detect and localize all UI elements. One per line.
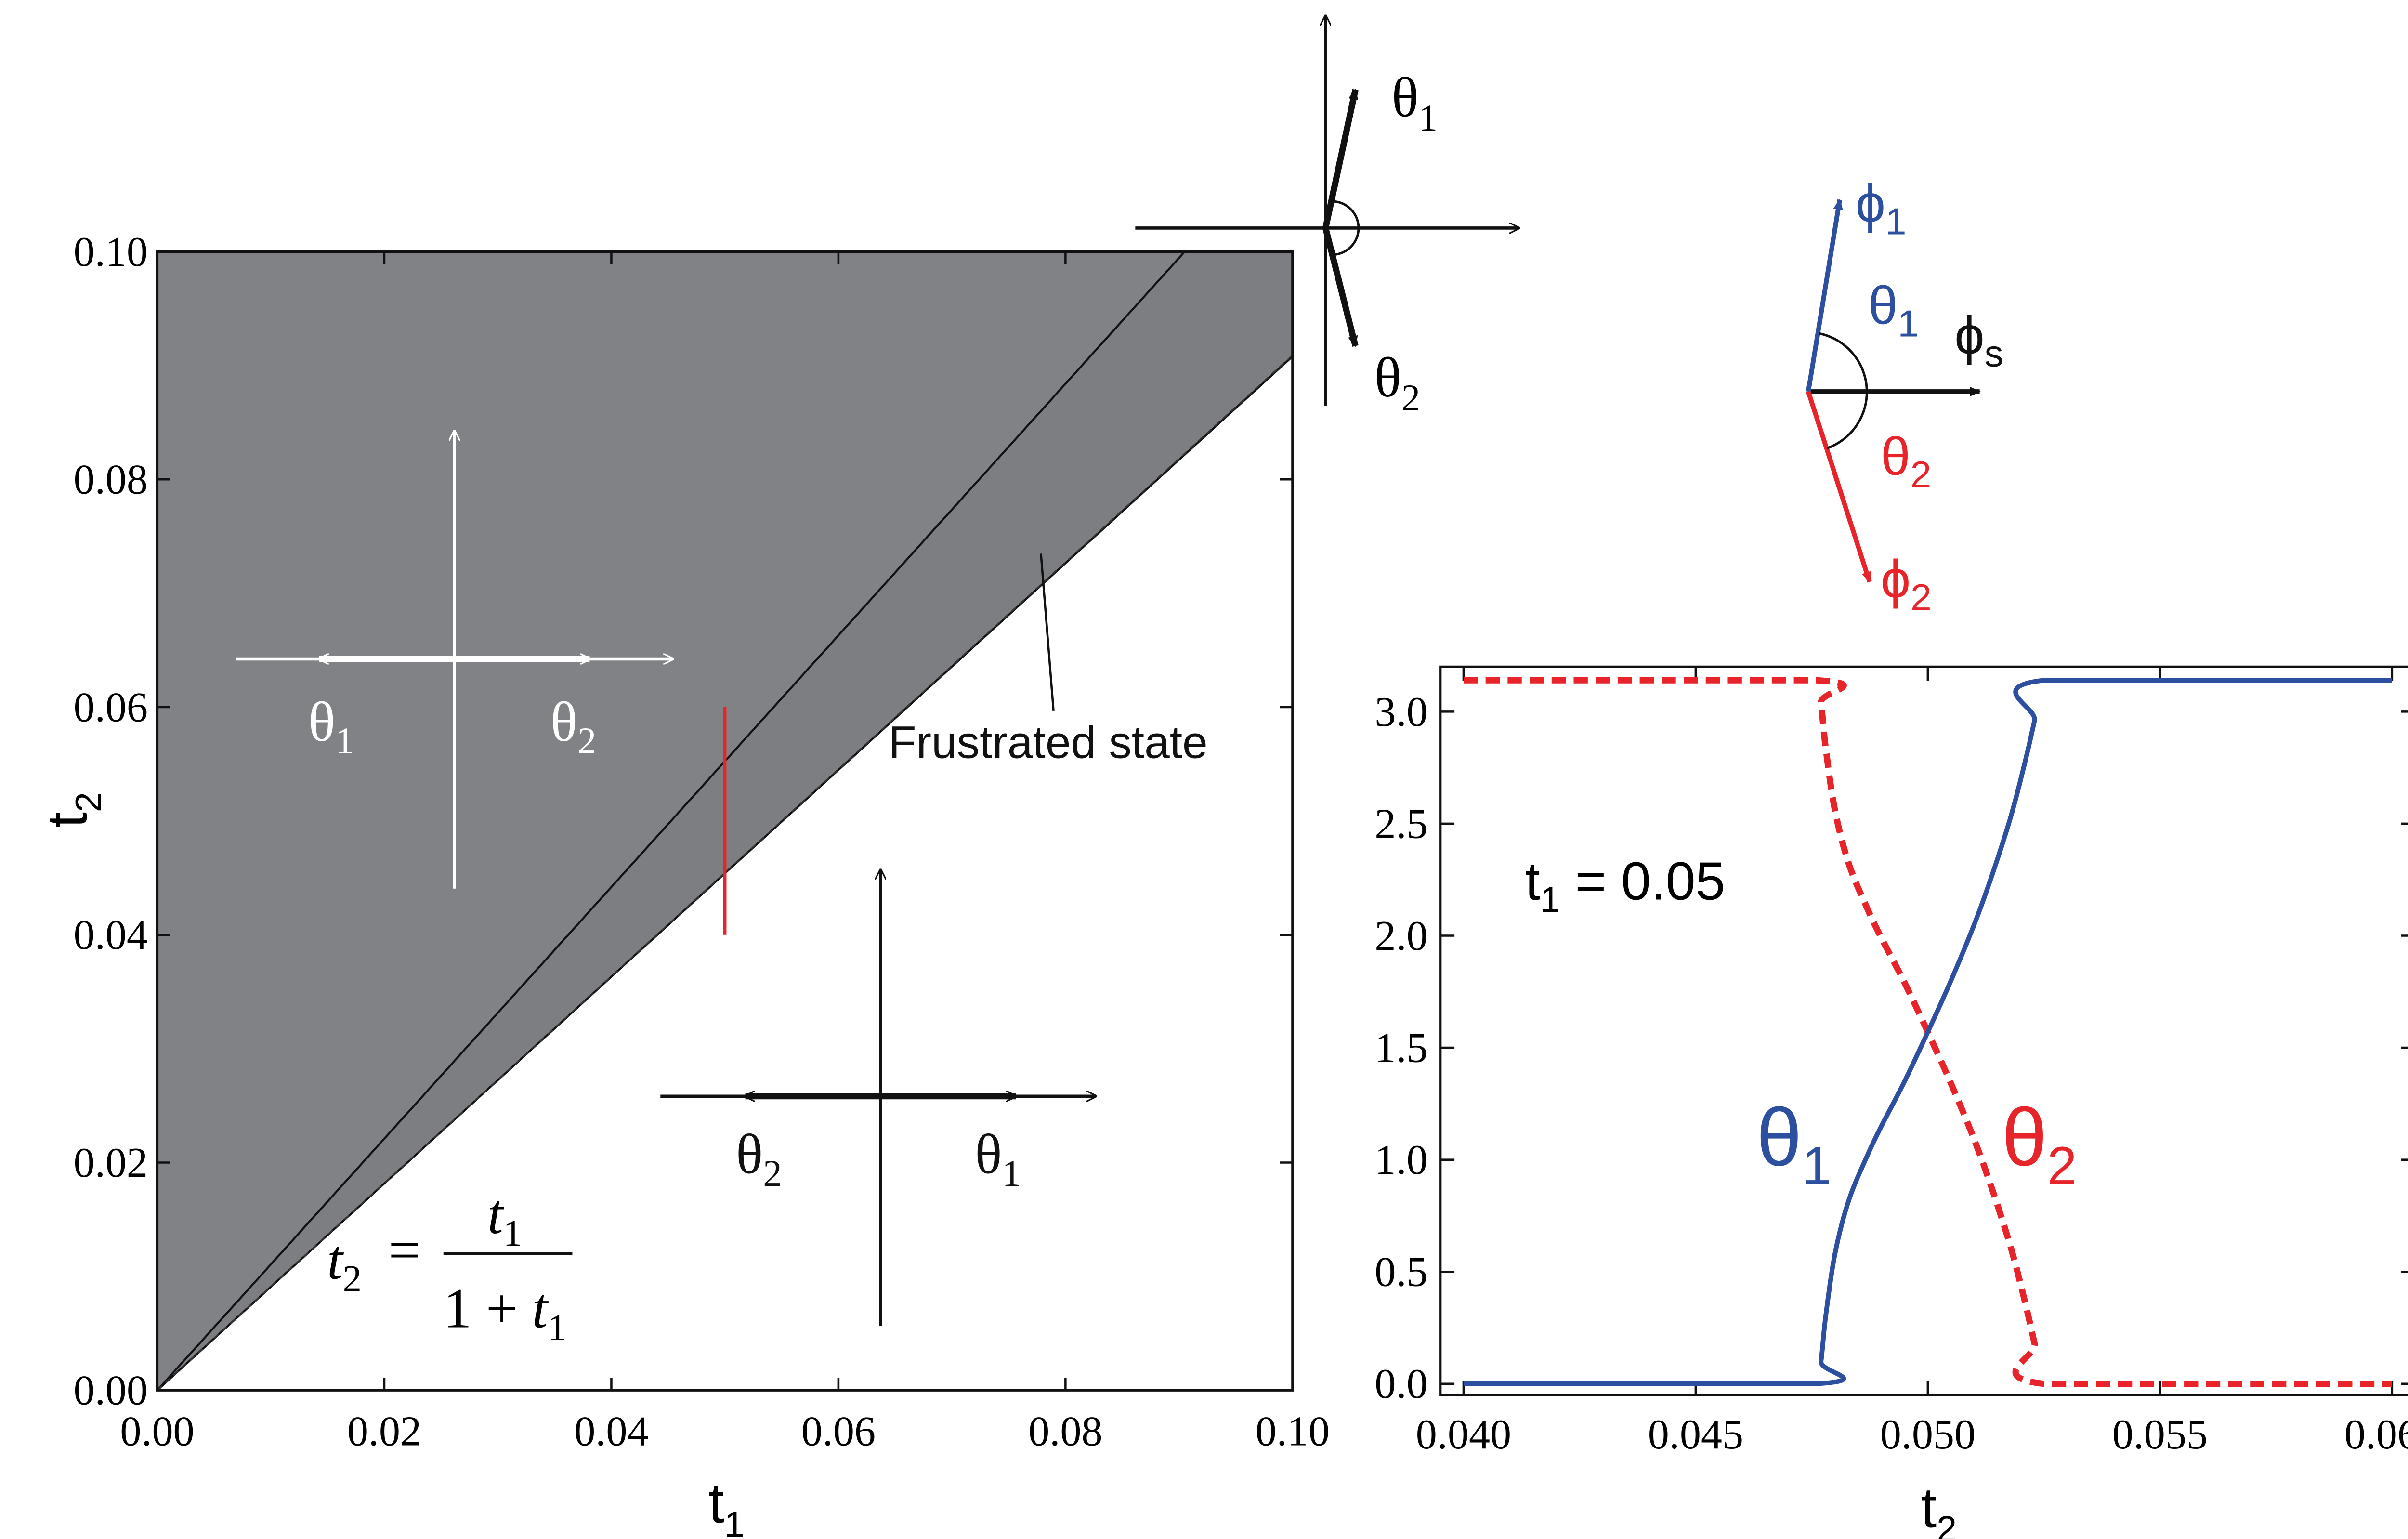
angle-x-tick-label: 0.055 <box>2112 1411 2208 1458</box>
angle-y-tick-label: 1.0 <box>1374 1136 1427 1184</box>
phase-y-tick-label: 0.04 <box>74 911 148 959</box>
phase-x-label: t1 <box>708 1472 744 1539</box>
phase-x-tick-label: 0.04 <box>574 1408 648 1455</box>
angle-y-tick-label: 0.5 <box>1374 1249 1427 1296</box>
phase-x-tick-label: 0.10 <box>1256 1408 1330 1455</box>
angle-plot-frame <box>1439 665 2408 1396</box>
theta2-curve <box>1463 677 2392 1387</box>
phase-diagram: 0.00 0.02 0.04 0.06 0.08 0.10 0.00 0.02 0.04 0.06… <box>36 16 2408 1539</box>
phase-y-tick-label: 0.10 <box>74 228 148 276</box>
theta1-curve-label: θ1 <box>1756 1091 1832 1196</box>
angle-x-tick-label: 0.040 <box>1416 1411 1511 1458</box>
equation-equals: = <box>388 1219 420 1282</box>
top-right-order-parameter-diagram: ϕ1 θ1 ϕs θ2 ϕ2 <box>1806 173 2003 618</box>
phase-y-tick-label: 0.00 <box>74 1367 148 1414</box>
equation-lhs: t2 <box>327 1228 362 1299</box>
upper-left-spin-diagram: θ1 θ2 <box>236 431 673 889</box>
top-center-theta1-label: θ1 <box>1392 66 1438 139</box>
angle-y-tick-label: 0.0 <box>1374 1360 1427 1407</box>
angle-x-tick-label: 0.045 <box>1648 1411 1743 1458</box>
phase-y-label: t2 <box>36 792 108 828</box>
angle-y-tick-label: 3.0 <box>1374 688 1427 736</box>
boundary-equation: t2 = t1 1 + t1 <box>327 1183 573 1348</box>
frustrated-state-label: Frustrated state <box>889 717 1208 768</box>
angle-plot-axis-ticks: 0.040 0.045 0.050 0.055 0.060 0.0 0.5 1.0 1.5 2.0… <box>1374 667 2408 1458</box>
phi1-arrow <box>1806 198 1843 392</box>
phi2-arrow <box>1806 391 1872 583</box>
top-center-theta1-arrow <box>1322 88 1359 229</box>
phase-y-tick-label: 0.08 <box>74 456 148 503</box>
phase-y-tick-label: 0.06 <box>74 684 148 731</box>
angle-y-tick-label: 1.5 <box>1374 1024 1427 1071</box>
equation-numerator: t1 <box>487 1183 522 1254</box>
lower-right-theta2-label: θ2 <box>736 1123 782 1194</box>
phis-label: ϕs <box>1954 306 2003 375</box>
top-center-spin-diagram: θ1 θ2 <box>1135 16 1519 419</box>
dashed-boundary-line <box>157 355 1293 1391</box>
angle-plot-x-label: t2 <box>1921 1476 1957 1539</box>
top-right-angle-arc <box>1819 332 1868 449</box>
angle-y-tick-label: 2.5 <box>1374 800 1427 847</box>
theta2-label: θ2 <box>1881 427 1931 496</box>
angle-vs-t2-plot: 0.040 0.045 0.050 0.055 0.060 0.0 0.5 1.0 1.5 2.0… <box>1374 665 2408 1539</box>
frustrated-state-leader <box>1040 553 1055 711</box>
phase-axis-ticks: 0.00 0.02 0.04 0.06 0.08 0.10 0.00 0.02 0.04 0.06… <box>74 228 1330 1455</box>
top-center-theta2-label: θ2 <box>1374 346 1420 419</box>
lower-right-theta1-label: θ1 <box>975 1123 1021 1194</box>
phi2-label: ϕ2 <box>1881 550 1932 618</box>
upper-left-theta1-label: θ1 <box>308 691 354 762</box>
phase-x-tick-label: 0.02 <box>347 1408 421 1455</box>
top-center-angle-arc <box>1332 200 1360 256</box>
angle-x-tick-label: 0.060 <box>2344 1411 2408 1458</box>
lower-right-spin-diagram: θ2 θ1 <box>660 870 1096 1326</box>
t1-value-label: t1 = 0.05 <box>1525 852 1725 920</box>
theta2-curve-label: θ2 <box>2002 1091 2077 1196</box>
phase-x-tick-label: 0.06 <box>801 1408 876 1455</box>
angle-x-tick-label: 0.050 <box>1880 1411 1976 1458</box>
equation-denominator: 1 + t1 <box>444 1277 567 1348</box>
upper-phase-boundary <box>156 250 1186 1391</box>
phi1-label: ϕ1 <box>1856 173 1907 242</box>
phase-y-tick-label: 0.02 <box>74 1139 148 1186</box>
phase-x-tick-label: 0.08 <box>1028 1408 1102 1455</box>
phase-plot-frame <box>156 250 1294 1392</box>
phase-x-tick-label: 0.00 <box>120 1408 194 1455</box>
theta1-curve <box>1463 678 2392 1386</box>
top-center-theta2-arrow <box>1322 227 1359 347</box>
theta1-label: θ1 <box>1868 276 1919 345</box>
angle-y-tick-label: 2.0 <box>1374 912 1427 960</box>
upper-left-theta2-label: θ2 <box>550 691 596 762</box>
